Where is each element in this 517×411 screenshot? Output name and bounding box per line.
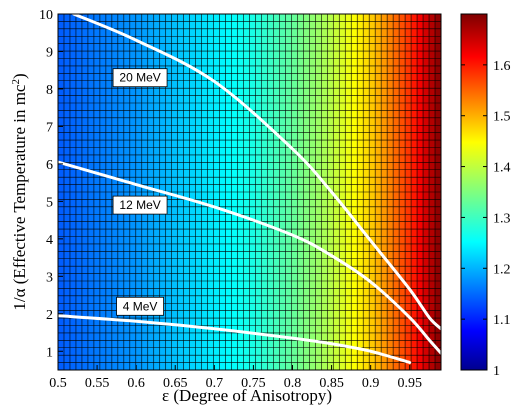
y-tick-label: 7	[46, 120, 53, 135]
x-tick-label: 0.65	[163, 376, 188, 391]
colorbar-tick-label: 1.4	[493, 161, 511, 176]
contour-line	[72, 12, 443, 331]
colorbar-ticks: 1 1.1 1.2 1.3 1.4 1.5 1.6	[461, 59, 511, 379]
y-tick-label: 4	[46, 233, 53, 248]
colorbar-tick-label: 1.3	[493, 211, 511, 226]
x-tick-label: 0.7	[206, 376, 224, 391]
contour-lines: 20 MeV 12 MeV 4 MeV	[56, 12, 443, 365]
axes: 0.5 0.55 0.6 0.65 0.7 0.75 0.8 0.85 0.9 0.95 1 2 3 4 5…	[39, 8, 442, 391]
y-tick-label: 2	[46, 308, 53, 323]
contour-label-box	[112, 68, 168, 88]
x-tick-label: 0.95	[397, 376, 422, 391]
colorbar-tick-label: 1	[493, 364, 500, 379]
y-tick-label: 10	[39, 8, 53, 23]
contour-label-box	[116, 296, 164, 316]
x-tick-label: 0.85	[319, 376, 344, 391]
colorbar: 1 1.1 1.2 1.3 1.4 1.5 1.6	[460, 13, 511, 379]
contour-line	[56, 314, 412, 365]
x-tick-label: 0.6	[127, 376, 145, 391]
contour-label: 4 MeV	[123, 299, 158, 313]
y-tick-label: 3	[46, 270, 53, 285]
y-tick-label: 5	[46, 195, 53, 210]
x-tick-label: 0.9	[362, 376, 380, 391]
colorbar-gradient	[460, 13, 488, 371]
colorbar-tick-label: 1.2	[493, 262, 511, 277]
colorbar-tick-label: 1.6	[493, 59, 511, 74]
x-tick-label: 0.55	[85, 376, 110, 391]
colorbar-tick-label: 1.5	[493, 110, 511, 125]
colorbar-tick-label: 1.1	[493, 313, 511, 328]
plot-frame	[57, 13, 442, 371]
x-tick-label: 0.5	[49, 376, 67, 391]
y-tick-label: 9	[46, 45, 53, 60]
y-tick-label: 6	[46, 158, 53, 173]
x-axis-title: ε (Degree of Anisotropy)	[162, 386, 332, 405]
plot-area	[57, 13, 442, 371]
contour-label: 12 MeV	[119, 198, 160, 212]
y-tick-label: 1	[46, 345, 53, 360]
x-tick-label: 0.75	[241, 376, 266, 391]
contour-label: 20 MeV	[119, 71, 160, 85]
contour-label-box	[112, 195, 168, 215]
contour-line	[56, 160, 443, 355]
y-axis-title: 1/α (Effective Temperature in mc2)	[10, 73, 29, 310]
x-tick-label: 0.8	[284, 376, 302, 391]
y-tick-label: 8	[46, 83, 53, 98]
